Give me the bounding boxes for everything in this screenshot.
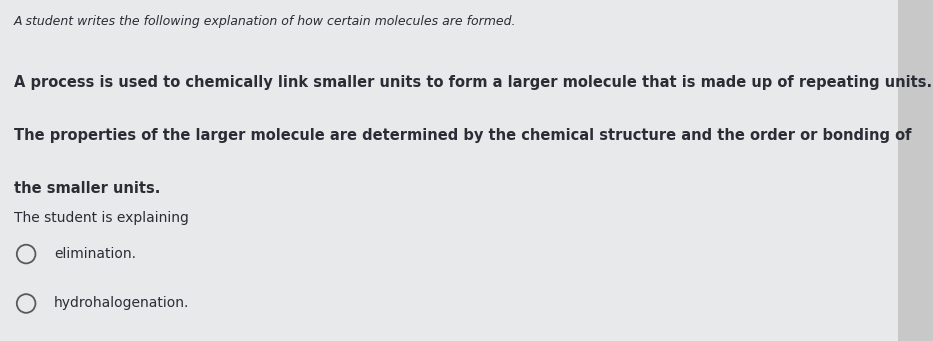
FancyBboxPatch shape — [0, 0, 898, 341]
Text: The student is explaining: The student is explaining — [14, 211, 188, 225]
Text: The properties of the larger molecule are determined by the chemical structure a: The properties of the larger molecule ar… — [14, 128, 912, 143]
Text: A process is used to chemically link smaller units to form a larger molecule tha: A process is used to chemically link sma… — [14, 75, 932, 90]
Text: the smaller units.: the smaller units. — [14, 181, 160, 196]
Text: elimination.: elimination. — [54, 247, 136, 261]
Text: hydrohalogenation.: hydrohalogenation. — [54, 296, 189, 311]
Text: A student writes the following explanation of how certain molecules are formed.: A student writes the following explanati… — [14, 15, 517, 28]
